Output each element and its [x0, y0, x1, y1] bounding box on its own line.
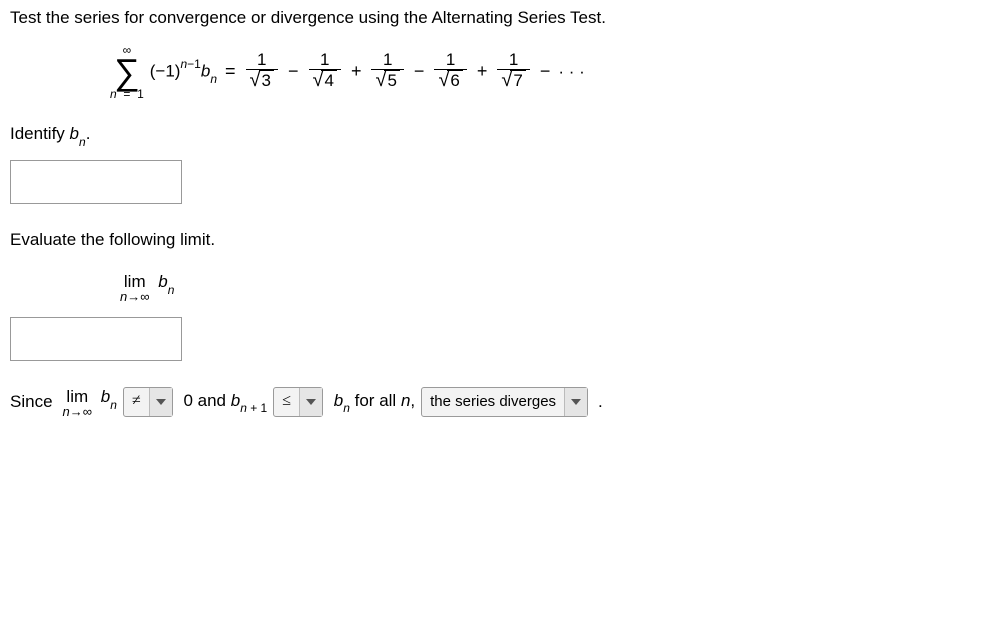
conclusion-dropdown[interactable]: the series diverges: [421, 387, 588, 417]
fraction-5: 1 √7: [497, 51, 529, 93]
limit-symbol: lim n→∞: [120, 273, 150, 303]
fraction-1: 1 √3: [246, 51, 278, 93]
series-equation: ∞ ∑ n = 1 (−1)n−1bn = 1 √3 − 1 √4 + 1 √5…: [110, 44, 998, 100]
chevron-down-icon: [299, 388, 322, 416]
relation-dropdown-2[interactable]: ≤: [273, 387, 323, 417]
identify-bn-label: Identify bn.: [10, 122, 998, 148]
conclusion-line: Since lim n→∞ bn ≠ 0 and bn + 1 ≤ bn for…: [10, 385, 998, 418]
chevron-down-icon: [564, 388, 587, 416]
bn-input[interactable]: [10, 160, 182, 204]
relation-dropdown-1[interactable]: ≠: [123, 387, 173, 417]
equals-sign: =: [225, 59, 236, 84]
fraction-3: 1 √5: [371, 51, 403, 93]
limit-symbol-2: lim n→∞: [63, 388, 93, 418]
ellipsis: · · ·: [558, 60, 584, 84]
series-term: (−1)n−1bn: [150, 58, 217, 86]
fraction-2: 1 √4: [309, 51, 341, 93]
summation-symbol: ∞ ∑ n = 1: [110, 44, 144, 100]
prompt: Test the series for convergence or diver…: [10, 6, 998, 30]
fraction-4: 1 √6: [434, 51, 466, 93]
limit-prompt: Evaluate the following limit.: [10, 228, 998, 252]
chevron-down-icon: [149, 388, 172, 416]
limit-input[interactable]: [10, 317, 182, 361]
